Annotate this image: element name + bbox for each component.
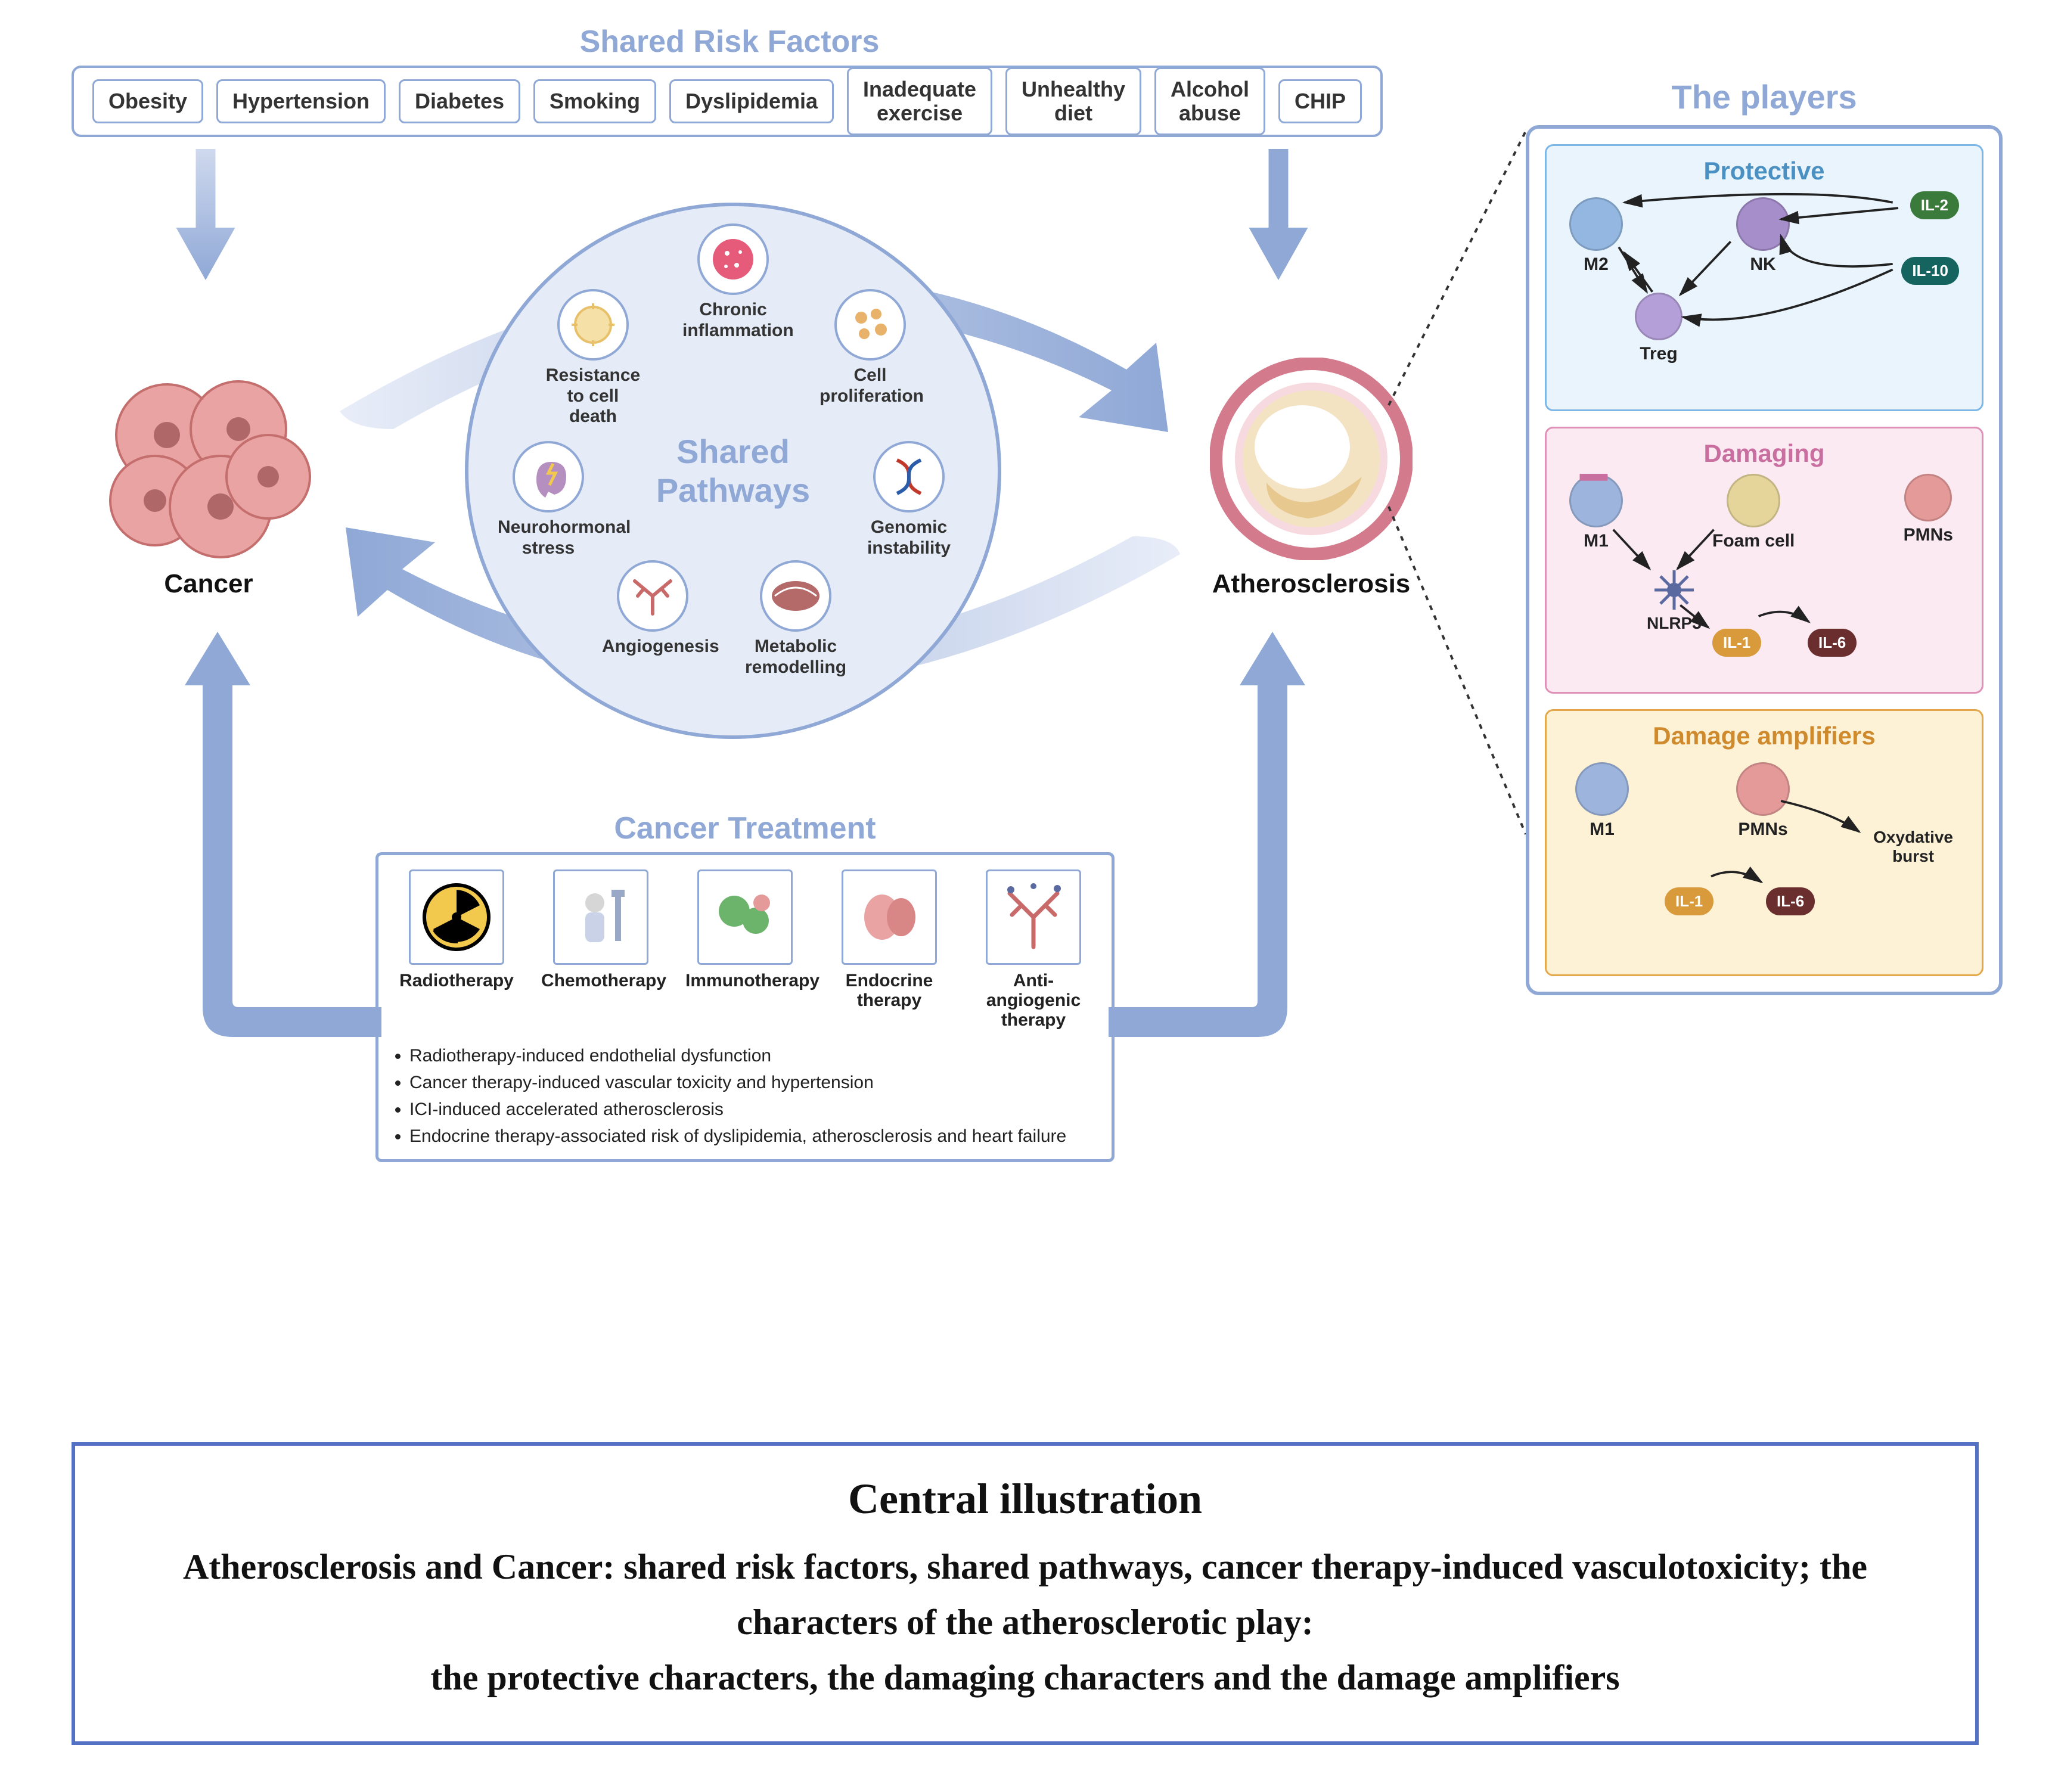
risk-chip: Smoking [533, 79, 656, 123]
caption-heading: Central illustration [111, 1474, 1939, 1524]
cancer-treatment-title: Cancer Treatment [405, 810, 1085, 846]
anti-angiogenic-icon [986, 869, 1081, 965]
tx-item: Chemotherapy [541, 869, 660, 1030]
caption-box: Central illustration Atherosclerosis and… [72, 1442, 1979, 1745]
damaging-title: Damaging [1557, 439, 1971, 468]
protective-sub: Protective M2 NK Treg IL-2 IL-10 [1545, 144, 1983, 411]
risk-chip: Obesity [92, 79, 203, 123]
tx-bullets: Radiotherapy-induced endothelial dysfunc… [393, 1044, 1097, 1148]
cancer-icon [101, 369, 316, 560]
shared-pathways-title: Shared Pathways [599, 432, 867, 510]
pathway-node: Metabolic remodelling [745, 560, 846, 678]
risk-factors-strip: Obesity Hypertension Diabetes Smoking Dy… [72, 66, 1383, 137]
metabolic-remodelling-icon [760, 560, 831, 632]
risk-chip: Alcohol abuse [1154, 67, 1265, 135]
risk-chip: Dyslipidemia [669, 79, 834, 123]
tx-item: Endocrine therapy [830, 869, 949, 1030]
damaging-sub: Damaging M1 Foam cell PMNs NLRP3 [1545, 427, 1983, 694]
risk-factors-title: Shared Risk Factors [36, 24, 1423, 60]
tx-item-label: Anti-angiogenic therapy [974, 971, 1093, 1030]
protective-title: Protective [1557, 157, 1971, 185]
players-panel: Protective M2 NK Treg IL-2 IL-10 [1526, 125, 2003, 995]
amplifiers-title: Damage amplifiers [1557, 722, 1971, 750]
arrow-down-icon [1246, 149, 1311, 280]
amplifiers-sub: Damage amplifiers M1 PMNs Oxydative burs… [1545, 709, 1983, 976]
angiogenesis-icon [617, 560, 688, 632]
tx-item: Radiotherapy [397, 869, 516, 1030]
cancer-label: Cancer [83, 569, 334, 599]
cell-proliferation-icon [834, 289, 906, 361]
amplifier-arrows-icon [1557, 756, 1971, 924]
arrow-elbow-up-left-icon [185, 632, 381, 1067]
main-diagram: Shared Risk Factors Obesity Hypertension… [36, 24, 2019, 1347]
damaging-arrows-icon [1557, 474, 1971, 653]
tx-bullet: Radiotherapy-induced endothelial dysfunc… [409, 1044, 1097, 1067]
neurohormonal-stress-icon [513, 441, 584, 513]
pathway-label: Angiogenesis [602, 636, 703, 657]
risk-chip: Diabetes [399, 79, 520, 123]
pathway-node: Cell proliferation [819, 289, 921, 406]
pathway-label: Neurohormonal stress [498, 517, 599, 558]
endocrine-therapy-icon [842, 869, 937, 965]
immunotherapy-icon [697, 869, 793, 965]
pathway-label: Resistance to cell death [542, 365, 644, 427]
radiotherapy-icon [409, 869, 504, 965]
tx-item: Immunotherapy [685, 869, 805, 1030]
cancer-node: Cancer [83, 369, 334, 599]
risk-chip: Inadequate exercise [847, 67, 992, 135]
arrow-down-icon [173, 149, 238, 280]
tx-bullet: Cancer therapy-induced vascular toxicity… [409, 1071, 1097, 1094]
pathway-label: Chronic inflammation [682, 300, 784, 341]
tx-item-label: Endocrine therapy [830, 971, 949, 1010]
pathway-node: Resistance to cell death [542, 289, 644, 427]
chemotherapy-icon [553, 869, 648, 965]
pathway-node: Angiogenesis [602, 560, 703, 657]
pathway-node: Neurohormonal stress [498, 441, 599, 558]
pathway-label: Cell proliferation [819, 365, 921, 406]
genomic-instability-icon [873, 441, 945, 513]
cancer-treatment-box: Radiotherapy Chemotherapy Immunotherapy … [375, 852, 1115, 1162]
caption-body: Atherosclerosis and Cancer: shared risk … [111, 1539, 1939, 1706]
pathway-node: Genomic instability [858, 441, 960, 558]
risk-chip: Unhealthy diet [1005, 67, 1141, 135]
pathway-label: Genomic instability [858, 517, 960, 558]
callout-dotted-icon [1377, 125, 1538, 840]
tx-item-label: Chemotherapy [541, 971, 660, 990]
resistance-cell-death-icon [557, 289, 629, 361]
players-title: The players [1526, 77, 2003, 116]
pathway-node: Chronic inflammation [682, 223, 784, 341]
tx-bullet: Endocrine therapy-associated risk of dys… [409, 1125, 1097, 1148]
tx-item: Anti-angiogenic therapy [974, 869, 1093, 1030]
pathway-label: Metabolic remodelling [745, 636, 846, 678]
tx-item-label: Radiotherapy [397, 971, 516, 990]
arrow-elbow-up-right-icon [1109, 632, 1305, 1067]
risk-chip: CHIP [1278, 79, 1362, 123]
protective-arrows-icon [1557, 191, 1971, 359]
shared-pathways-circle: Shared Pathways Chronic inflammation Cel… [465, 203, 1001, 739]
risk-chip: Hypertension [216, 79, 386, 123]
chronic-inflammation-icon [697, 223, 769, 295]
tx-item-label: Immunotherapy [685, 971, 805, 990]
tx-bullet: ICI-induced accelerated atherosclerosis [409, 1098, 1097, 1121]
